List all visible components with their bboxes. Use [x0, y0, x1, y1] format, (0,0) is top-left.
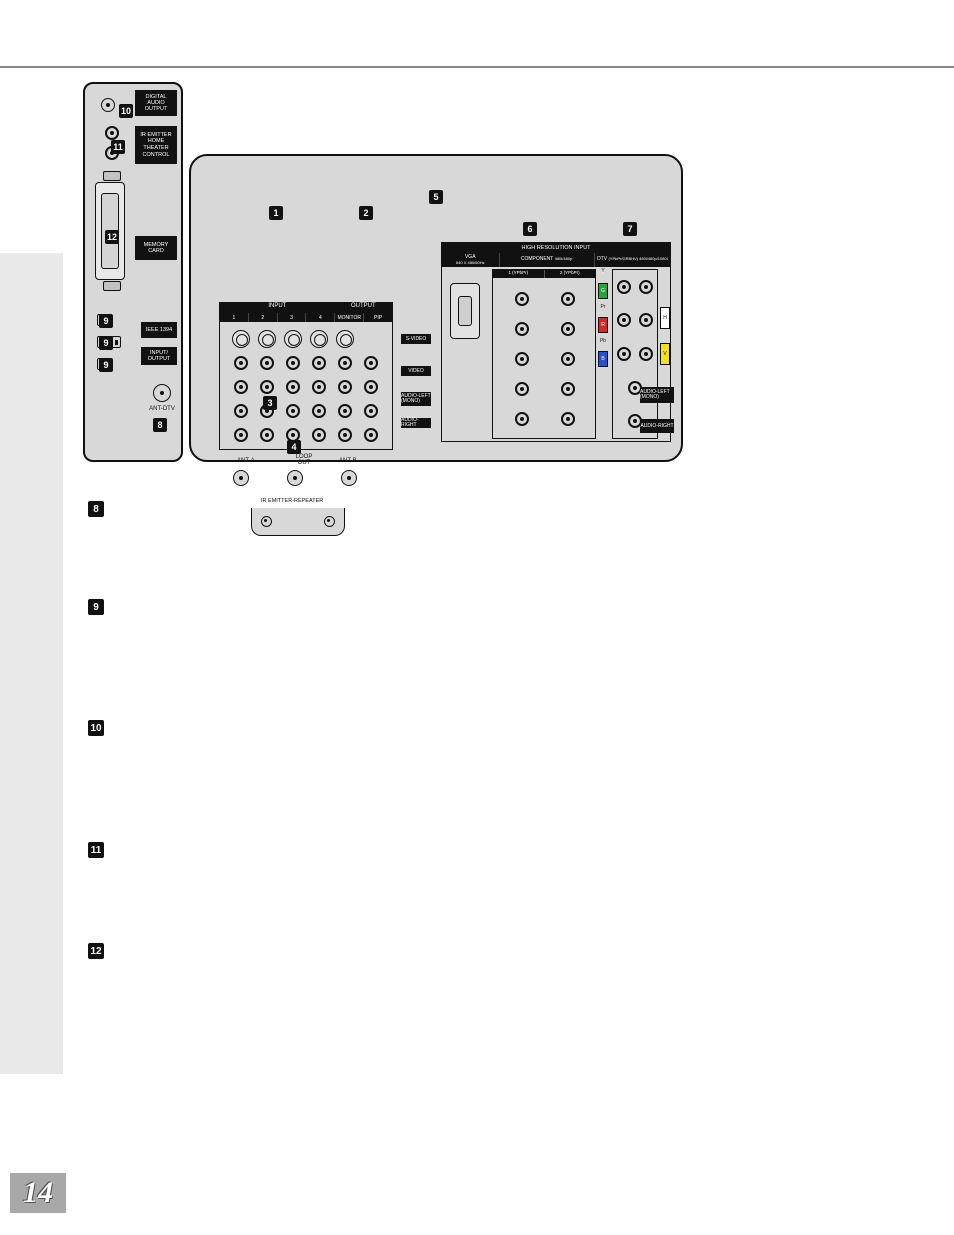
- row-audr: AUDIO-RIGHT: [401, 418, 431, 428]
- vga-connector: [450, 283, 480, 339]
- top-rule: [0, 66, 954, 68]
- jack-grid: [228, 327, 384, 447]
- coax-row: [233, 470, 357, 486]
- page-number: 14: [10, 1173, 66, 1213]
- pill-h: H: [660, 307, 670, 329]
- label-ir-emitter: IR EMITTER HOME THEATER CONTROL: [135, 126, 177, 164]
- body-badge-12: 12: [88, 943, 104, 959]
- dtv-aud-left: AUDIO-LEFT (MONO): [640, 387, 674, 403]
- ir-jack-1: [105, 126, 119, 140]
- row-video: VIDEO: [401, 366, 431, 376]
- label-ant-dtv: ANT-DTV: [143, 406, 181, 412]
- pill-v: V: [660, 343, 670, 365]
- loop-out: [287, 470, 303, 486]
- row-svideo: S-VIDEO: [401, 334, 431, 344]
- row-audl: AUDIO-LEFT (MONO): [401, 392, 431, 406]
- dtv-column: [612, 269, 658, 439]
- component-inner: 1 (YPbPr) 2 (YPbPr): [492, 269, 596, 439]
- ant-a: [233, 470, 249, 486]
- left-margin-shade: [0, 253, 63, 1074]
- body-badge-8: 8: [88, 501, 104, 517]
- ant-b: [341, 470, 357, 486]
- callout-12: 12: [105, 230, 119, 244]
- ant-dtv-jack: [153, 384, 171, 402]
- input-columns: 1 2 3 4 MONITOR PIP: [220, 313, 392, 322]
- pill-b: PbB: [598, 351, 608, 367]
- body-badge-11: 11: [88, 842, 104, 858]
- repeater-tray: [251, 508, 345, 536]
- rear-panel-diagram: DIGITAL AUDIO OUTPUT IR EMITTER HOME THE…: [83, 82, 685, 466]
- callout-9b: 9: [99, 336, 113, 350]
- callout-6: 6: [523, 222, 537, 236]
- label-ieee1394: IEEE 1394: [141, 322, 177, 338]
- callout-5: 5: [429, 190, 443, 204]
- callout-7: 7: [623, 222, 637, 236]
- label-repeater: IR EMITTER-REPEATER: [261, 498, 323, 504]
- dtv-aud-right: AUDIO-RIGHT: [640, 419, 674, 433]
- callout-9c: 9: [99, 358, 113, 372]
- body-badge-10: 10: [88, 720, 104, 736]
- label-input-output: INPUT/ OUTPUT: [141, 347, 177, 365]
- body-badge-9: 9: [88, 599, 104, 615]
- panel-small: DIGITAL AUDIO OUTPUT IR EMITTER HOME THE…: [83, 82, 183, 462]
- hdr-input: INPUT: [220, 303, 335, 313]
- callout-4: 4: [287, 440, 301, 454]
- cap-loop: LOOP OUT: [289, 454, 319, 466]
- input-output-block: INPUT OUTPUT 1 2 3 4 MONITOR PIP: [219, 302, 393, 450]
- callout-11: 11: [111, 140, 125, 154]
- label-memory-card: MEMORY CARD: [135, 236, 177, 260]
- callout-8: 8: [153, 418, 167, 432]
- callout-2: 2: [359, 206, 373, 220]
- pill-r: PrR: [598, 317, 608, 333]
- cap-anta: ANT-A: [237, 458, 255, 464]
- hdr-output: OUTPUT: [335, 303, 392, 313]
- label-digital-audio: DIGITAL AUDIO OUTPUT: [135, 90, 177, 116]
- hires-title: HIGH RESOLUTION INPUT: [442, 243, 670, 253]
- callout-10: 10: [119, 104, 133, 118]
- cap-antb: ANT-B: [339, 458, 357, 464]
- digital-audio-jack: [101, 98, 115, 112]
- callout-9a: 9: [99, 314, 113, 328]
- callout-1: 1: [269, 206, 283, 220]
- hires-block: HIGH RESOLUTION INPUT VGA640 X 480/60Hz …: [441, 242, 671, 442]
- callout-3: 3: [263, 396, 277, 410]
